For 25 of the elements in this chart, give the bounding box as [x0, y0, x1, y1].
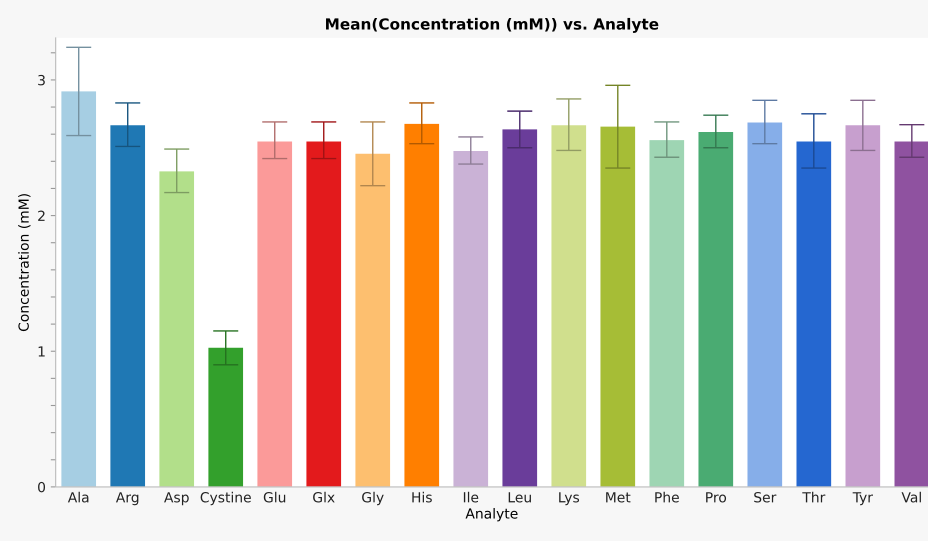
x-tick-label: Lys — [559, 492, 580, 506]
x-tick-label: Thr — [802, 492, 826, 502]
x-tick-label: Glu — [264, 492, 286, 503]
chart-title: Mean(Concentration (mM)) vs. Analyte — [326, 18, 658, 33]
x-tick-label: Tyr — [852, 492, 873, 506]
y-tick-label: 3 — [38, 74, 45, 86]
x-tick-label: Pro — [706, 492, 726, 503]
y-tick-label: 2 — [38, 210, 45, 221]
x-tick-label: Ser — [754, 492, 776, 503]
x-tick-label: Ile — [464, 492, 478, 503]
y-tick-label: 1 — [38, 346, 45, 357]
x-axis-title: Analyte — [466, 508, 518, 522]
x-tick-label: Arg — [116, 492, 138, 506]
x-tick-label: Asp — [164, 492, 189, 506]
x-tick-label: Phe — [655, 492, 679, 503]
x-tick-label: Met — [606, 492, 630, 503]
y-tick-label: 0 — [38, 482, 46, 492]
x-tick-label: His — [412, 492, 432, 503]
x-tick-label: Ala — [68, 492, 88, 503]
x-tick-label: Leu — [508, 492, 531, 503]
x-tick-label: Gly — [362, 492, 384, 506]
x-tick-label: Cystine — [200, 492, 251, 506]
x-tick-label: Val — [902, 492, 921, 503]
x-tick-label: Glx — [313, 492, 335, 503]
y-axis-title: Concentration (mM) — [18, 194, 31, 332]
